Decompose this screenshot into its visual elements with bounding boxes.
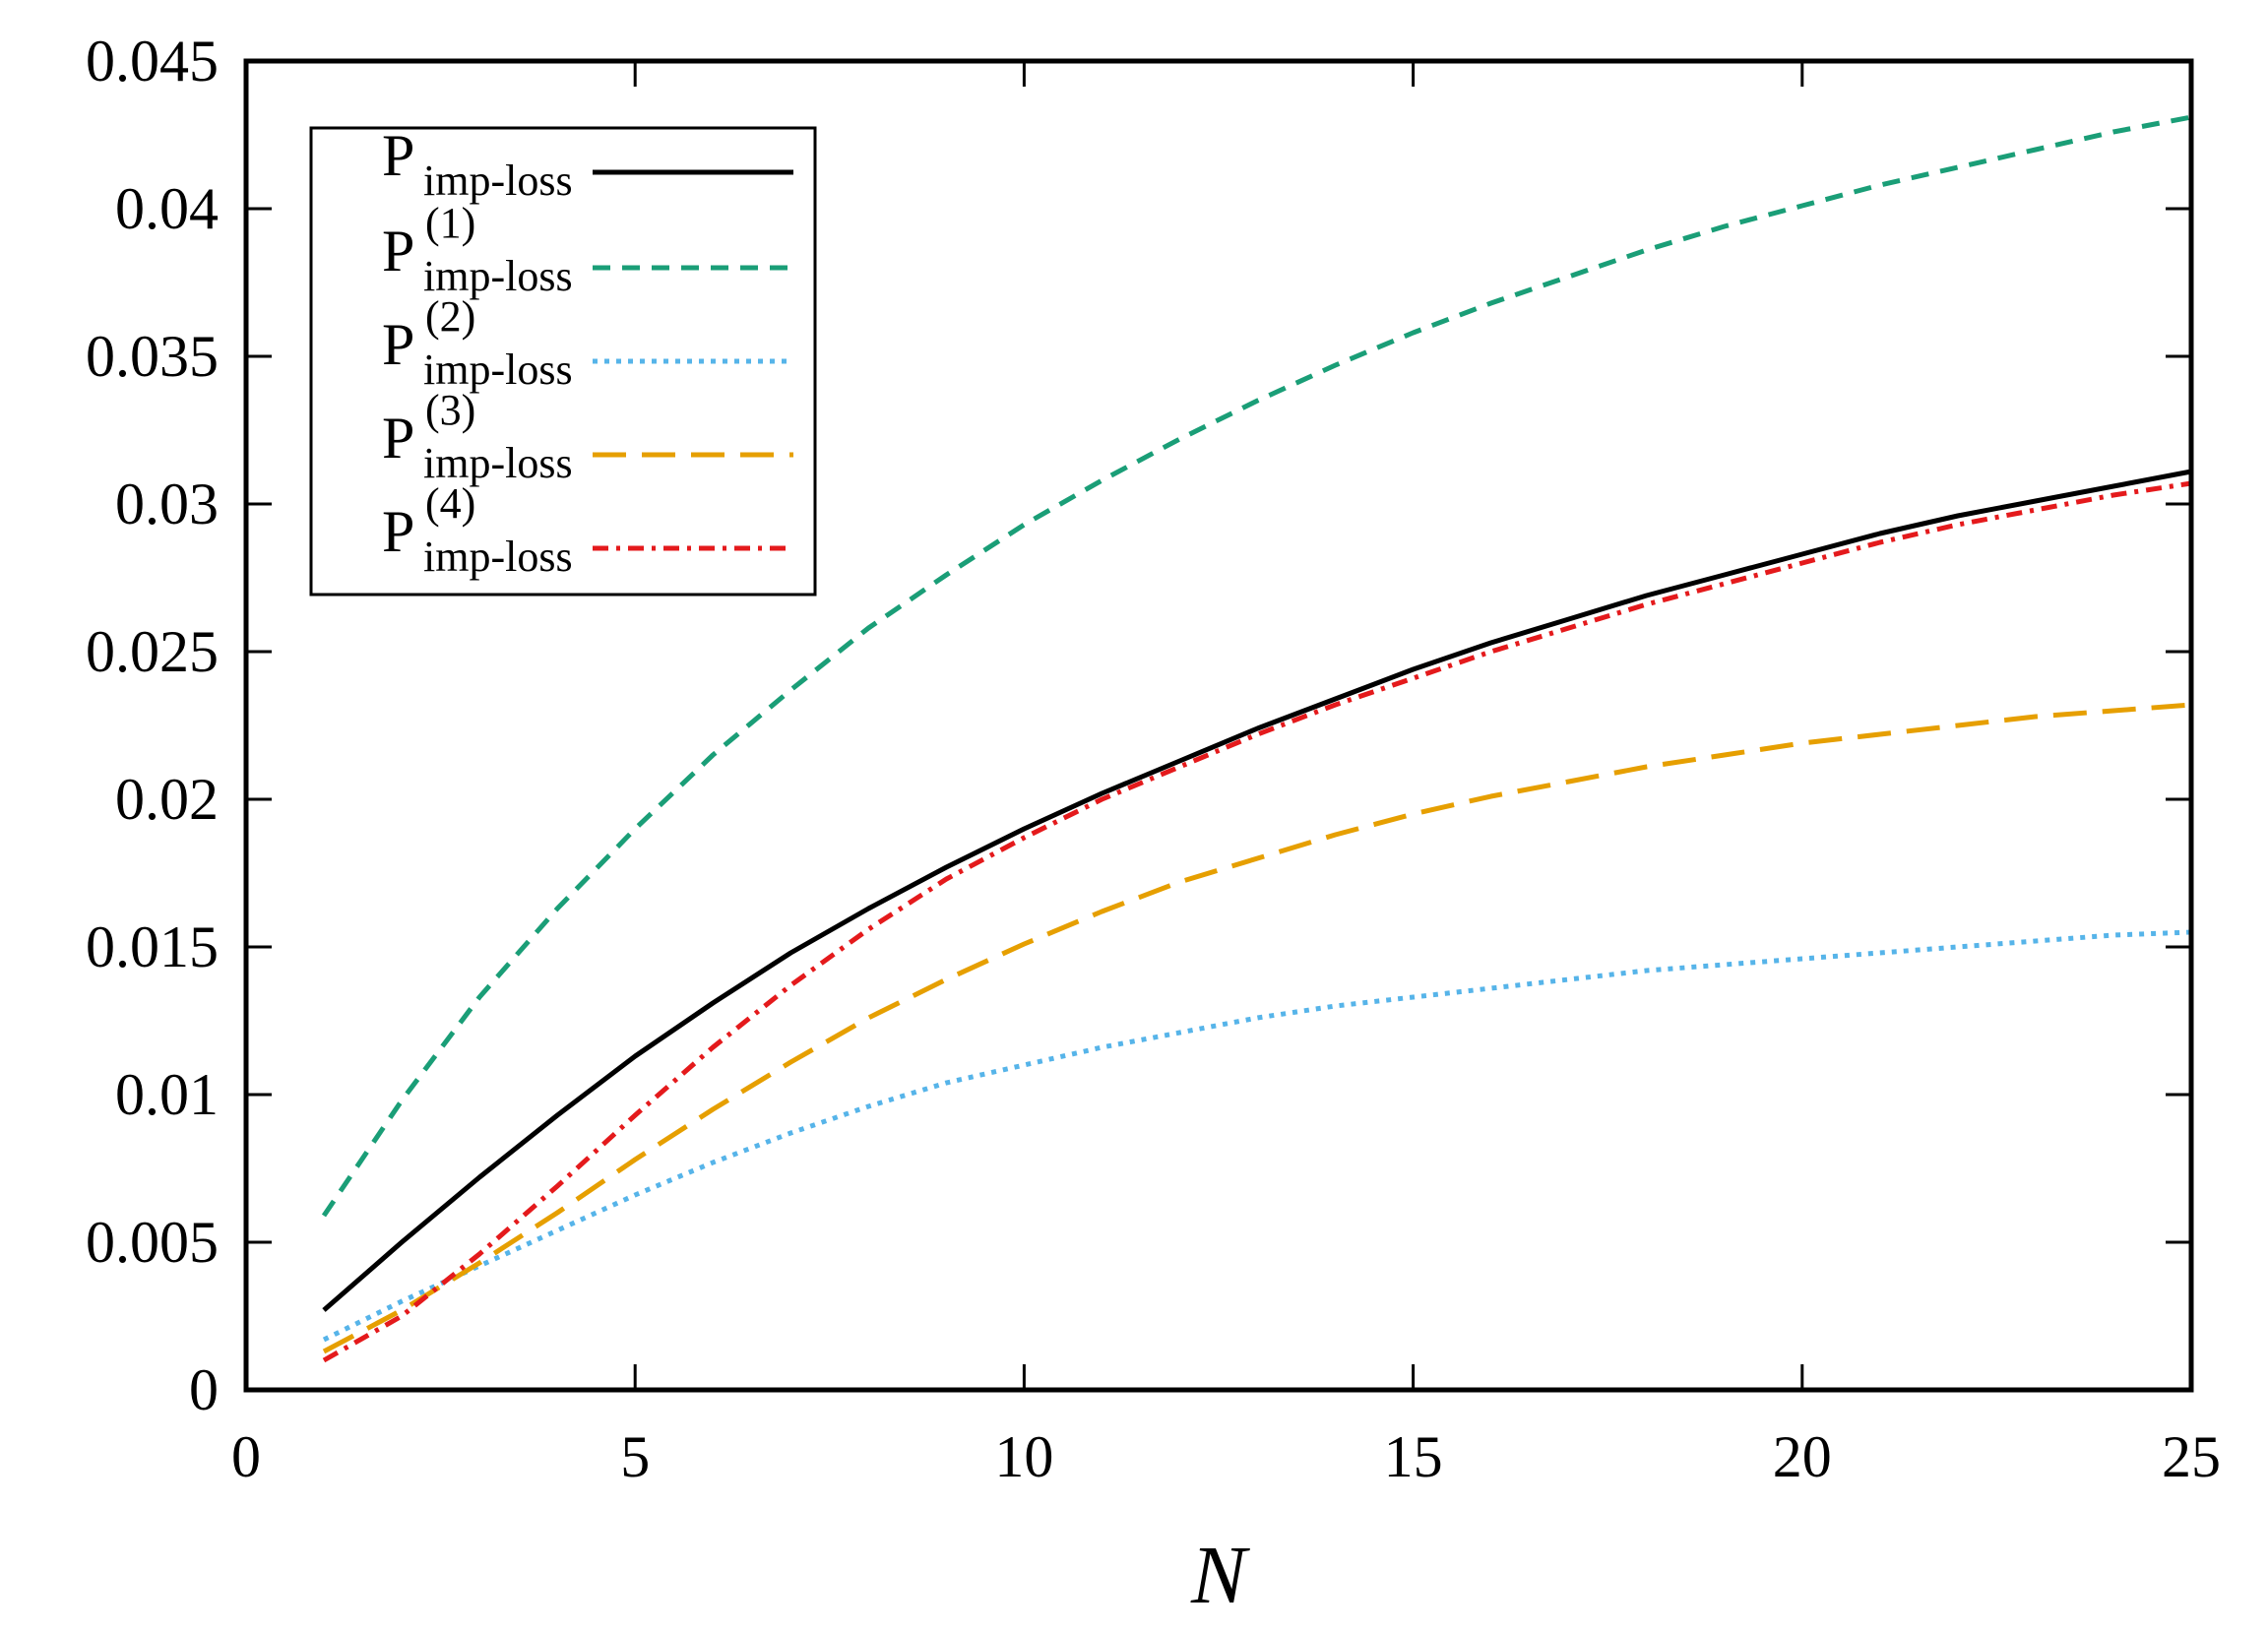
y-tick-label: 0 (189, 1357, 219, 1422)
series-line-1 (321, 114, 2192, 1218)
x-axis-label: N (1190, 1530, 1250, 1621)
legend-label: P (382, 499, 414, 564)
legend-label-sub: imp-loss (423, 346, 573, 394)
legend-label-sub: imp-loss (423, 533, 573, 581)
y-tick-label: 0.025 (86, 619, 219, 684)
legend-label: P (382, 219, 414, 283)
y-tick-label: 0.005 (86, 1210, 219, 1275)
y-tick-labels: 0 0.005 0.01 0.015 0.02 0.025 0.03 0.035 0.04 0.0… (86, 29, 219, 1422)
legend-label-sup: (3) (425, 386, 475, 434)
y-tick-label: 0.01 (115, 1062, 219, 1127)
legend-label: P (382, 406, 414, 471)
legend-label: P (382, 312, 414, 377)
x-tick-labels: 0 5 10 15 20 25 (231, 1424, 2221, 1489)
legend-label-sup: (4) (425, 479, 475, 528)
x-tick-label: 25 (2162, 1424, 2221, 1489)
series-line-3 (322, 702, 2192, 1354)
series-line-2 (322, 929, 2192, 1343)
series-line-4 (322, 480, 2192, 1363)
legend-label-sup: (2) (425, 292, 475, 341)
x-tick-label: 20 (1773, 1424, 1832, 1489)
legend-label: P (382, 123, 414, 188)
x-tick-label: 5 (620, 1424, 650, 1489)
ticks-layer (244, 59, 2193, 1392)
legend-label-sub: imp-loss (423, 157, 573, 205)
x-tick-label: 0 (231, 1424, 261, 1489)
x-tick-label: 10 (994, 1424, 1053, 1489)
legend-label-sup: (1) (425, 199, 475, 247)
legend-label-sub: imp-loss (423, 252, 573, 300)
legend-label-sub: imp-loss (423, 439, 573, 487)
legend-box (309, 126, 817, 597)
series-line-0 (322, 469, 2192, 1312)
series-layer (321, 114, 2192, 1363)
y-tick-label: 0.04 (115, 176, 219, 241)
y-tick-label: 0.02 (115, 767, 219, 832)
plot-frame (243, 58, 2194, 1393)
x-tick-label: 15 (1384, 1424, 1443, 1489)
y-tick-label: 0.015 (86, 914, 219, 979)
y-tick-label: 0.035 (86, 324, 219, 389)
y-tick-label: 0.03 (115, 471, 219, 536)
y-tick-label: 0.045 (86, 29, 219, 94)
